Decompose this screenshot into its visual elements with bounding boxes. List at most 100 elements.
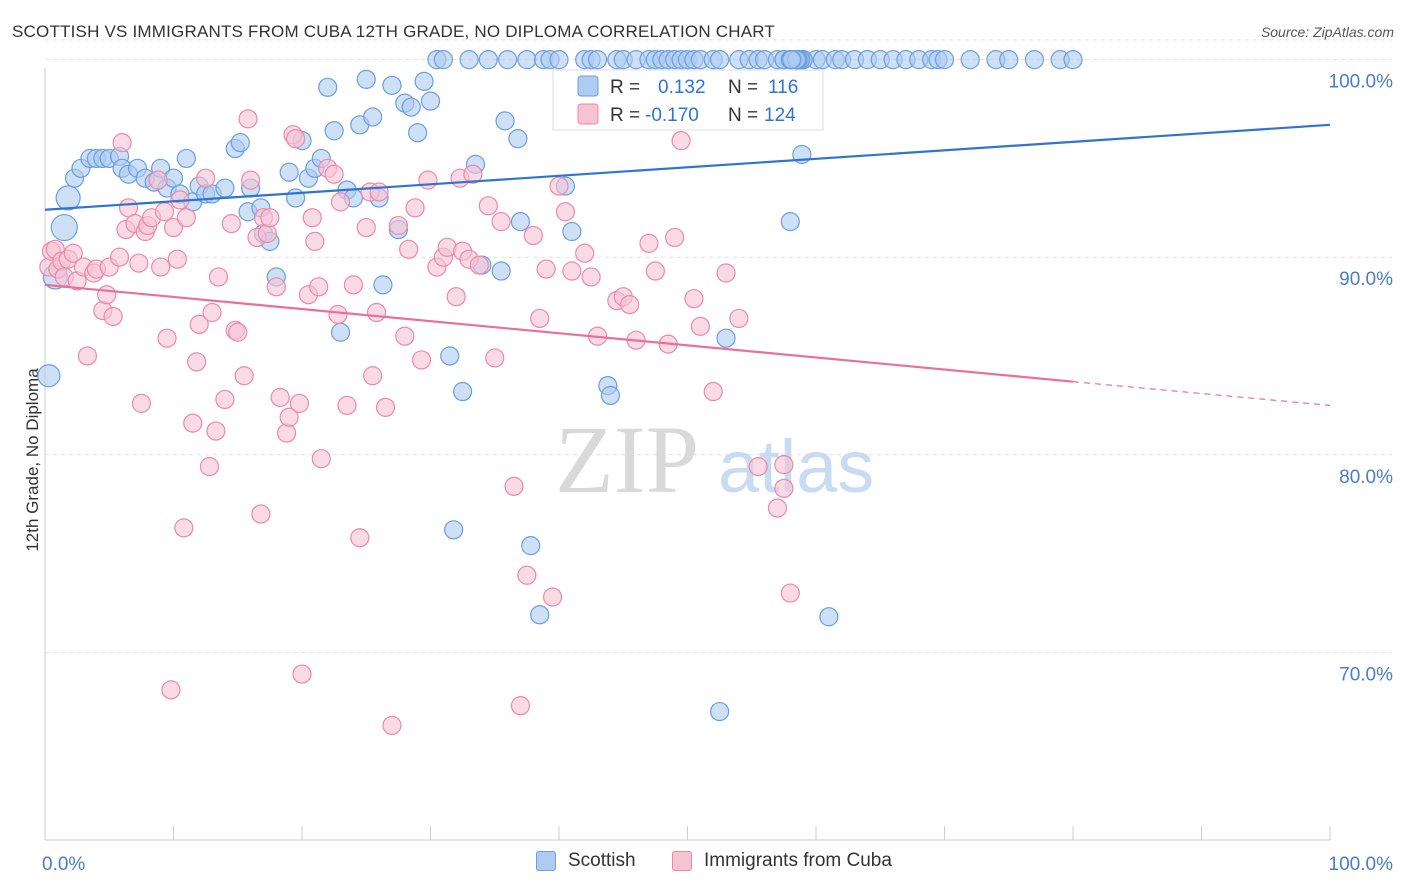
axes: 70.0% 80.0% 90.0% 100.0% 0.0% 100.0% 12th Grad… (23, 68, 1393, 875)
point-cuba (780, 583, 800, 603)
point-cuba (555, 202, 576, 222)
point-cuba (187, 352, 207, 372)
point-cuba (276, 423, 297, 443)
point-scottish (549, 50, 569, 70)
point-scottish (600, 385, 621, 406)
point-cuba (517, 565, 537, 585)
point-cuba (63, 243, 83, 263)
point-cuba (774, 478, 794, 498)
point-cuba (463, 164, 483, 184)
point-cuba (405, 198, 425, 218)
point-cuba (324, 164, 344, 184)
point-scottish (780, 212, 800, 232)
point-cuba (684, 289, 704, 309)
x-tick-label-max: 100.0% (1329, 854, 1394, 875)
source-label: Source: ZipAtlas.com (1260, 24, 1394, 40)
grid-lines (45, 39, 1392, 653)
point-cuba (305, 231, 325, 251)
point-scottish (517, 50, 537, 70)
point-scottish (710, 50, 730, 70)
point-cuba (356, 217, 376, 238)
point-scottish (215, 178, 235, 198)
point-scottish (459, 50, 479, 70)
point-scottish (50, 213, 78, 242)
point-scottish (478, 50, 498, 70)
point-cuba (234, 366, 254, 386)
point-cuba (665, 227, 685, 248)
point-cuba (157, 328, 177, 348)
y-tick-label: 90.0% (1339, 269, 1393, 290)
point-cuba (309, 277, 329, 297)
point-scottish (587, 50, 608, 70)
x-tick-label-min: 0.0% (42, 854, 85, 875)
point-cuba (215, 389, 235, 410)
point-scottish (934, 50, 955, 70)
point-scottish (530, 605, 550, 625)
point-cuba (279, 407, 299, 427)
point-scottish (37, 364, 61, 388)
point-cuba (161, 680, 181, 700)
point-cuba (542, 587, 563, 607)
legend-n-value-cuba: 124 (764, 105, 796, 126)
point-cuba (671, 131, 691, 151)
watermark-atlas: atlas (718, 425, 874, 508)
point-cuba (562, 261, 582, 281)
watermark: ZIP atlas (555, 406, 874, 513)
point-scottish (414, 71, 434, 91)
point-scottish (999, 50, 1019, 70)
legend-r-value-cuba: -0.170 (645, 105, 699, 126)
legend-r-label-scottish: R = (610, 77, 640, 98)
point-scottish (562, 221, 582, 242)
point-scottish (382, 75, 402, 95)
trend-line-scottish (44, 123, 1331, 211)
legend-item-cuba[interactable]: Immigrants from Cuba (672, 850, 892, 872)
point-cuba (337, 395, 357, 415)
point-cuba (581, 267, 601, 287)
point-cuba (199, 457, 220, 477)
legend-item-scottish[interactable]: Scottish (536, 850, 636, 872)
point-cuba (748, 457, 768, 477)
point-cuba (639, 233, 659, 253)
point-scottish (510, 212, 531, 232)
point-scottish (401, 97, 421, 117)
legend-n-label-cuba: N = (728, 105, 758, 126)
point-cuba (176, 208, 196, 228)
point-cuba (289, 393, 310, 413)
point-scottish (495, 111, 515, 131)
legend-swatch-scottish (577, 75, 599, 97)
point-cuba (350, 528, 370, 548)
point-cuba (375, 397, 396, 417)
watermark-zip: ZIP (555, 406, 699, 513)
point-cuba (382, 715, 402, 736)
point-cuba (238, 109, 258, 129)
point-cuba (129, 253, 149, 273)
point-cuba (260, 208, 280, 228)
point-scottish (453, 381, 473, 402)
point-scottish (521, 536, 541, 556)
point-cuba (395, 326, 415, 346)
point-scottish (230, 133, 250, 153)
point-scottish (1063, 50, 1083, 70)
point-scottish (716, 328, 736, 348)
legend-label-cuba: Immigrants from Cuba (704, 850, 892, 871)
point-cuba (241, 170, 261, 190)
point-cuba (716, 263, 736, 283)
point-cuba (221, 214, 241, 234)
point-cuba (549, 176, 569, 196)
y-tick-label: 70.0% (1339, 664, 1393, 685)
point-cuba (774, 455, 794, 475)
point-cuba (148, 170, 168, 190)
point-cuba (366, 302, 387, 323)
point-cuba (645, 261, 665, 281)
chart-title: SCOTTISH VS IMMIGRANTS FROM CUBA 12TH GR… (12, 22, 776, 41)
point-cuba (530, 308, 550, 329)
y-tick-label: 80.0% (1339, 467, 1393, 488)
point-cuba (302, 208, 322, 228)
legend-n-value-scottish: 116 (768, 77, 798, 98)
point-scottish (960, 50, 980, 70)
point-scottish (373, 275, 393, 295)
point-scottish (279, 162, 299, 182)
legend-swatch-scottish-bottom (536, 851, 556, 871)
point-cuba (703, 381, 723, 402)
